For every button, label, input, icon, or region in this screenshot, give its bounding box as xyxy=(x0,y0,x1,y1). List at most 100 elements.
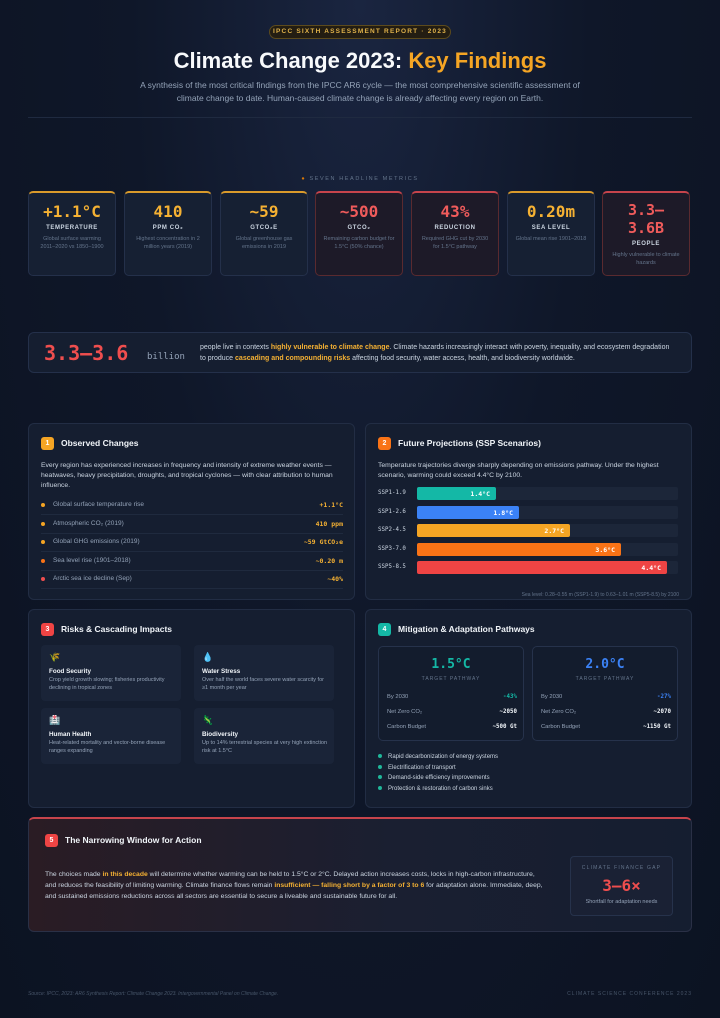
ssp-label: SSP1-2.6 xyxy=(378,508,406,515)
lizard-icon: 🦎 xyxy=(202,715,214,725)
banner-text-3: affecting food security, water access, h… xyxy=(350,354,575,362)
target-row: Net Zero CO₂ ~2050 xyxy=(387,709,517,719)
finance-gap-label: CLIMATE FINANCE GAP xyxy=(581,865,662,871)
target-row-value: ~2070 xyxy=(653,709,671,715)
metrics-section-label: ● SEVEN HEADLINE METRICS xyxy=(0,176,720,182)
observed-row: Global GHG emissions (2019) ~59 GtCO₂e xyxy=(41,534,343,552)
metric-label: SEA LEVEL xyxy=(531,225,571,231)
projections-title: Future Projections (SSP Scenarios) xyxy=(398,438,541,448)
metric-description: Global greenhouse gas emissions in 2019 xyxy=(235,236,293,250)
window-header: 5 The Narrowing Window for Action xyxy=(45,833,202,847)
finance-gap-card: CLIMATE FINANCE GAP 3–6× Shortfall for a… xyxy=(570,856,673,916)
window-highlight-2: insufficient — falling short by a factor… xyxy=(274,882,425,889)
wheat-icon: 🌾 xyxy=(49,652,61,662)
ssp-bar-row: SSP3-7.0 3.6°C xyxy=(378,542,678,557)
target-row-label: By 2030 xyxy=(387,694,409,700)
ssp-bar-row: SSP2-4.5 2.7°C xyxy=(378,524,678,538)
metric-card: ~59 GTCO₂E Global greenhouse gas emissions… xyxy=(220,191,308,276)
page-subtitle: A synthesis of the most critical finding… xyxy=(140,80,580,103)
mitigation-title: Mitigation & Adaptation Pathways xyxy=(398,624,535,634)
observed-row-value: ~40% xyxy=(327,575,343,583)
bullet-icon xyxy=(378,754,382,759)
risks-title: Risks & Cascading Impacts xyxy=(61,624,173,634)
metric-label: GTCO₂E xyxy=(250,225,278,231)
ssp-bar: 1.4°C xyxy=(417,487,496,500)
metric-description: Global mean rise 1901–2018 xyxy=(515,236,587,242)
metric-value: 410 xyxy=(153,202,183,221)
metric-card: ~500 GTCO₂ Remaining carbon budget for 1.5… xyxy=(315,191,403,276)
projections-header: 2 Future Projections (SSP Scenarios) xyxy=(378,436,541,450)
risk-title: Human Health xyxy=(49,731,92,738)
metric-value: 3.3–3.6B xyxy=(627,201,665,237)
source-citation: Source: IPCC, 2023: AR6 Synthesis Report… xyxy=(28,991,279,997)
ssp-bar-value: 2.7°C xyxy=(544,527,564,535)
metric-description: Global surface warming 2011–2020 vs 1850… xyxy=(40,236,104,250)
hospital-icon: 🏥 xyxy=(49,715,61,725)
mitigation-header: 4 Mitigation & Adaptation Pathways xyxy=(378,622,535,636)
observed-changes-panel: 1 Observed Changes Every region has expe… xyxy=(28,423,355,600)
metric-label: TEMPERATURE xyxy=(46,225,98,231)
observed-text: Every region has experienced increases i… xyxy=(41,462,333,489)
risk-description: Over half the world faces severe water s… xyxy=(202,677,324,691)
risk-card: 💧 Water Stress Over half the world faces s… xyxy=(194,645,334,701)
ssp-bar: 3.6°C xyxy=(417,542,621,556)
bullet-icon xyxy=(41,503,45,507)
metric-label: REDUCTION xyxy=(434,225,476,231)
target-row: By 2030 -43% xyxy=(387,694,517,704)
target-row-label: Carbon Budget xyxy=(541,724,580,730)
mitigation-panel: 4 Mitigation & Adaptation Pathways 1.5°C… xyxy=(365,609,692,808)
target-row-label: Carbon Budget xyxy=(387,724,426,730)
window-text: The choices made in this decade will det… xyxy=(45,869,545,902)
target-row-label: Net Zero CO₂ xyxy=(387,709,423,715)
ssp-bar: 2.7°C xyxy=(417,524,570,537)
risk-title: Food Security xyxy=(49,668,91,675)
metric-label: PPM CO₂ xyxy=(152,225,184,231)
ssp-bar-row: SSP5-8.5 4.4°C xyxy=(378,561,678,575)
target-value: 1.5°C xyxy=(431,657,471,672)
dot-icon: ● xyxy=(301,176,310,182)
mitigation-item: Rapid decarbonization of energy systems xyxy=(378,754,498,760)
target-row: Net Zero CO₂ ~2070 xyxy=(541,709,671,719)
water-drop-icon: 💧 xyxy=(202,652,214,662)
target-row: Carbon Budget ~500 Gt xyxy=(387,724,517,734)
window-highlight-1: in this decade xyxy=(102,871,148,878)
risks-header: 3 Risks & Cascading Impacts xyxy=(41,622,172,636)
ssp-bar-value: 1.4°C xyxy=(470,490,490,498)
bullet-icon xyxy=(41,540,45,544)
observed-row-label: Global surface temperature rise xyxy=(53,501,145,508)
section-number: 5 xyxy=(45,833,58,847)
ssp-bar: 1.8°C xyxy=(417,505,519,519)
ssp-bar-track: 3.6°C xyxy=(417,542,678,556)
metrics-label-text: SEVEN HEADLINE METRICS xyxy=(309,176,419,182)
observed-row: Atmospheric CO₂ (2019) 410 ppm xyxy=(41,516,343,534)
bullet-icon xyxy=(41,521,45,526)
projections-panel: 2 Future Projections (SSP Scenarios) Tem… xyxy=(365,423,692,600)
section-number: 1 xyxy=(41,436,54,450)
risk-title: Water Stress xyxy=(202,668,241,675)
risk-description: Heat-related mortality and vector-borne … xyxy=(49,740,166,754)
section-number: 3 xyxy=(41,622,54,636)
banner-text-1: people live in contexts xyxy=(200,344,271,351)
mitigation-item-label: Electrification of transport xyxy=(388,764,456,771)
risk-card: 🌾 Food Security Crop yield growth slowing;… xyxy=(41,645,181,701)
target-label: TARGET PATHWAY xyxy=(421,676,481,682)
report-badge: IPCC SIXTH ASSESSMENT REPORT · 2023 xyxy=(269,25,451,39)
target-label: TARGET PATHWAY xyxy=(575,676,635,682)
target-row-value: -43% xyxy=(503,694,517,700)
ssp-bar-value: 1.8°C xyxy=(493,508,513,517)
title-main: Climate Change 2023: xyxy=(173,48,409,73)
banner-highlight-2: cascading and compounding risks xyxy=(235,354,351,362)
metric-label: GTCO₂ xyxy=(347,225,371,231)
mitigation-item: Electrification of transport xyxy=(378,765,456,771)
bullet-icon xyxy=(41,577,45,581)
banner-unit: billion xyxy=(147,352,185,362)
ssp-bar-track: 1.8°C xyxy=(417,505,678,519)
target-row-value: ~500 Gt xyxy=(492,724,517,730)
target-value: 2.0°C xyxy=(585,657,625,672)
target-row-value: ~1150 Gt xyxy=(643,724,671,730)
metric-card: 0.20m SEA LEVEL Global mean rise 1901–2018 xyxy=(507,191,595,276)
ssp-label: SSP5-8.5 xyxy=(378,564,406,570)
footer-conference: CLIMATE SCIENCE CONFERENCE 2023 xyxy=(567,991,692,997)
action-window-panel: 5 The Narrowing Window for Action The ch… xyxy=(28,817,692,932)
mitigation-item: Demand-side efficiency improvements xyxy=(378,775,490,781)
